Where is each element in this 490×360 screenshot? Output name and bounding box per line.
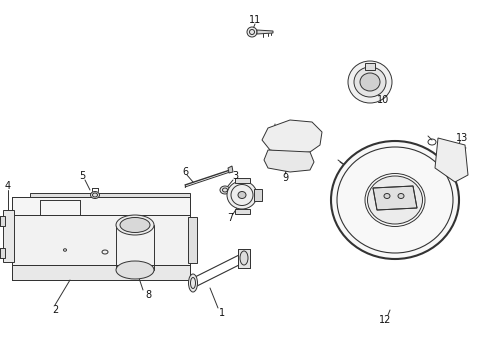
Polygon shape: [12, 215, 190, 265]
Text: 5: 5: [79, 171, 85, 181]
Polygon shape: [365, 63, 375, 70]
Ellipse shape: [116, 261, 154, 279]
Polygon shape: [3, 210, 14, 262]
Text: 11: 11: [249, 15, 261, 25]
Polygon shape: [188, 217, 197, 263]
Ellipse shape: [238, 192, 246, 198]
Polygon shape: [235, 178, 250, 183]
Ellipse shape: [220, 186, 230, 194]
Ellipse shape: [227, 181, 257, 209]
Polygon shape: [262, 120, 322, 154]
Text: 9: 9: [282, 173, 288, 183]
Ellipse shape: [331, 141, 459, 259]
Ellipse shape: [398, 194, 404, 198]
Ellipse shape: [384, 194, 390, 198]
Text: 3: 3: [232, 171, 238, 181]
Polygon shape: [228, 166, 233, 173]
Polygon shape: [435, 138, 468, 182]
Text: 6: 6: [182, 167, 188, 177]
Polygon shape: [12, 197, 190, 215]
Ellipse shape: [354, 67, 386, 97]
Polygon shape: [235, 209, 250, 214]
Polygon shape: [0, 216, 5, 226]
Polygon shape: [0, 248, 5, 258]
Text: 13: 13: [456, 133, 468, 143]
Polygon shape: [264, 150, 314, 172]
Polygon shape: [12, 265, 190, 280]
Text: 10: 10: [377, 95, 389, 105]
Polygon shape: [373, 186, 417, 210]
Ellipse shape: [360, 73, 380, 91]
Ellipse shape: [348, 61, 392, 103]
Text: 4: 4: [5, 181, 11, 191]
Text: 8: 8: [145, 290, 151, 300]
Ellipse shape: [116, 215, 154, 235]
Ellipse shape: [240, 251, 248, 265]
Ellipse shape: [247, 27, 257, 37]
Polygon shape: [254, 189, 262, 201]
Ellipse shape: [189, 274, 197, 292]
Text: 7: 7: [227, 213, 233, 223]
Ellipse shape: [91, 192, 99, 198]
Text: 2: 2: [52, 305, 58, 315]
Text: 12: 12: [379, 315, 391, 325]
Polygon shape: [238, 249, 250, 268]
Polygon shape: [30, 193, 190, 197]
Polygon shape: [257, 30, 273, 34]
Text: 1: 1: [219, 308, 225, 318]
Ellipse shape: [368, 176, 422, 224]
Ellipse shape: [337, 147, 453, 253]
Ellipse shape: [120, 217, 150, 233]
